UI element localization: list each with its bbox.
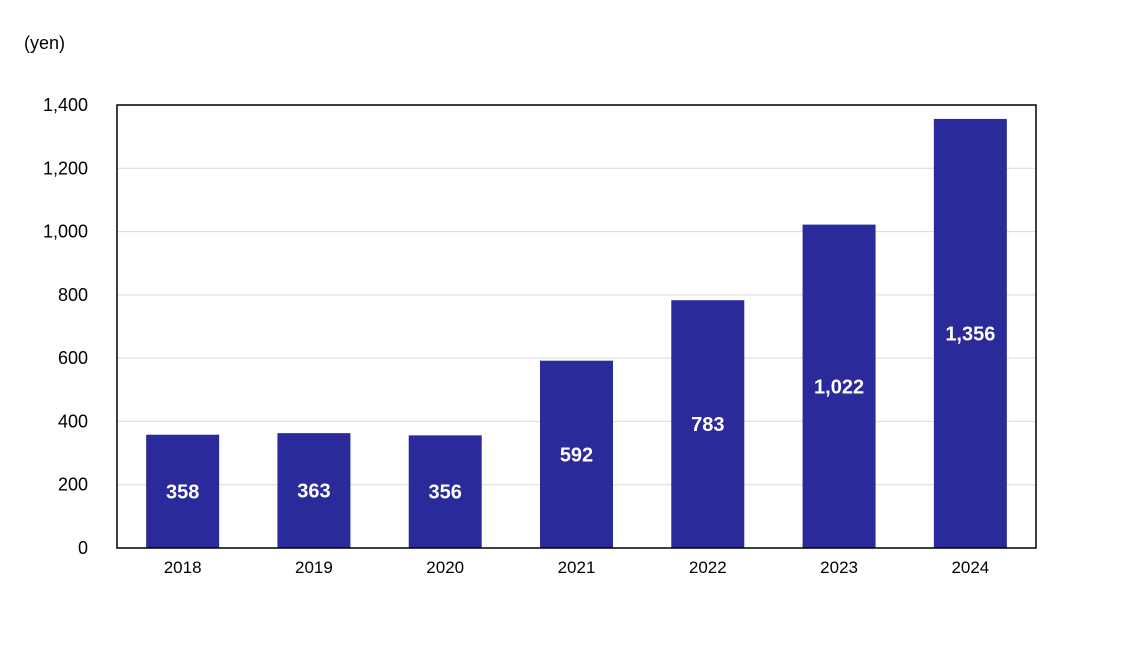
gridlines [117,167,1036,486]
y-tick-label: 1,000 [43,222,88,242]
x-tick-label: 2024 [951,558,989,577]
bar-2018 [146,434,220,548]
y-tick-label: 400 [58,411,88,431]
x-tick-label: 2022 [689,558,727,577]
x-tick-label: 2020 [426,558,464,577]
bar-2019 [277,433,351,548]
bars: 358 363 356 592 783 1,022 1,356 [146,118,1007,549]
y-tick-label: 600 [58,348,88,368]
y-tick-label: 1,200 [43,158,88,178]
x-axis-ticks: 2018 2019 2020 2021 2022 2023 2024 [164,558,990,577]
x-tick-label: 2019 [295,558,333,577]
bar-2020 [408,435,482,548]
data-label-2021: 592 [560,444,593,466]
x-tick-label: 2023 [820,558,858,577]
y-axis-ticks: 0 200 400 600 800 1,000 1,200 1,400 [43,95,88,558]
y-tick-label: 200 [58,475,88,495]
data-label-2020: 356 [429,482,462,504]
x-tick-label: 2021 [558,558,596,577]
y-tick-label: 1,400 [43,95,88,115]
plot-frame [116,104,1037,549]
data-label-2024: 1,356 [945,323,995,345]
data-label-2019: 363 [297,481,330,503]
data-label-2022: 783 [691,414,724,436]
data-label-2018: 358 [166,481,199,503]
data-label-2023: 1,022 [814,376,864,398]
y-unit-label: (yen) [24,33,65,53]
bar-2022 [671,300,745,548]
bar-2023 [802,224,876,549]
y-tick-label: 0 [78,538,88,558]
y-tick-label: 800 [58,285,88,305]
x-tick-label: 2018 [164,558,202,577]
bar-2021 [540,360,613,548]
bar-2024 [933,118,1007,549]
